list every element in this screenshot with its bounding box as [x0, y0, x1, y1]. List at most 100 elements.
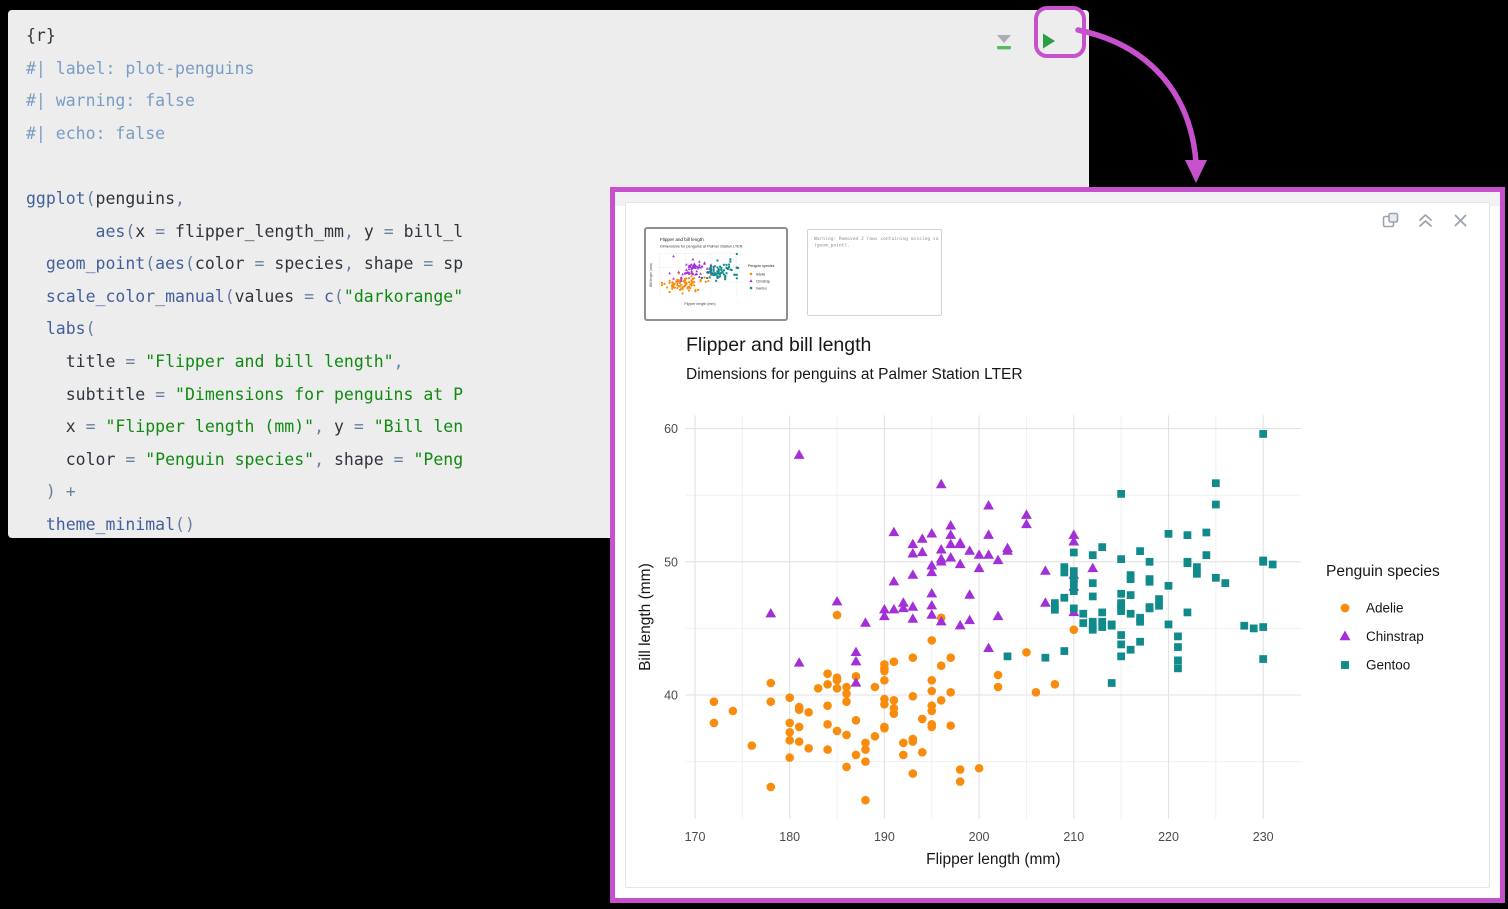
mini-data-point — [690, 279, 693, 282]
mini-data-point — [699, 280, 702, 283]
svg-text:50: 50 — [664, 555, 678, 569]
data-point-chinstrap — [1087, 562, 1099, 573]
mini-data-point — [660, 284, 663, 287]
data-point-adelie — [861, 738, 870, 748]
mini-data-point — [716, 259, 719, 262]
data-point-chinstrap — [860, 617, 871, 627]
data-point-gentoo — [1174, 643, 1182, 651]
data-point-gentoo — [1240, 621, 1249, 630]
code-line: theme_minimal() — [45, 514, 195, 534]
run-all-chunks-above-button[interactable] — [991, 28, 1017, 54]
data-point-chinstrap — [926, 587, 938, 598]
data-point-gentoo — [1060, 568, 1069, 577]
mini-data-point — [709, 265, 712, 268]
mini-data-point — [712, 266, 715, 270]
mini-legend-marker — [749, 286, 753, 290]
mini-data-point — [719, 273, 722, 276]
data-point-adelie — [946, 721, 955, 730]
mini-data-point — [695, 272, 699, 276]
code-line: x = "Flipper length (mm)", y = "Bill len — [26, 417, 464, 437]
data-point-gentoo — [1259, 623, 1268, 631]
data-point-gentoo — [1069, 587, 1078, 595]
data-point-chinstrap — [945, 538, 957, 549]
svg-text:Gentoo: Gentoo — [756, 286, 767, 290]
mini-data-point — [737, 267, 740, 270]
mini-data-point — [697, 263, 701, 266]
data-point-gentoo — [1069, 579, 1078, 587]
scatter-plot: 170 180 190 200 210 220 230 40 50 60 Flipper lengt… — [637, 415, 1440, 868]
pop-out-button[interactable] — [1381, 211, 1399, 229]
mini-data-point — [689, 287, 692, 290]
mini-data-point — [687, 267, 691, 271]
play-icon — [1043, 33, 1055, 49]
mini-data-point — [694, 264, 697, 267]
data-point-gentoo — [1211, 573, 1220, 582]
mini-data-point — [700, 276, 703, 279]
mini-data-point — [712, 270, 715, 273]
code-editor[interactable]: {r} #| label: plot-penguins #| warning: fa… — [26, 20, 463, 542]
close-icon — [1454, 214, 1466, 226]
mini-data-point — [717, 270, 720, 273]
mini-data-point — [722, 269, 725, 272]
data-point-gentoo — [1193, 569, 1201, 578]
mini-data-point — [720, 271, 723, 274]
mini-data-point — [712, 273, 715, 276]
mini-data-point — [717, 276, 720, 279]
data-point-chinstrap — [983, 500, 994, 510]
svg-text:(geom_point).: (geom_point). — [814, 243, 850, 249]
data-point-adelie — [728, 706, 738, 716]
data-point-adelie — [842, 730, 851, 740]
data-point-adelie — [785, 753, 794, 762]
data-point-gentoo — [1107, 679, 1116, 687]
data-point-adelie — [785, 735, 794, 745]
mini-data-point — [708, 270, 711, 273]
mini-data-point — [672, 254, 675, 258]
mini-data-point — [685, 283, 688, 286]
svg-text:230: 230 — [1253, 830, 1274, 844]
mini-data-point — [660, 281, 663, 284]
data-point-gentoo — [1117, 652, 1126, 661]
data-point-adelie — [832, 684, 842, 693]
mini-data-point — [735, 266, 738, 269]
data-point-adelie — [927, 686, 937, 696]
collapse-output-button[interactable] — [1416, 211, 1434, 229]
data-point-chinstrap — [897, 597, 909, 607]
code-line: geom_point(aes(color = species, shape = … — [45, 254, 464, 274]
mini-data-point — [672, 284, 675, 287]
data-point-adelie — [804, 708, 813, 717]
data-point-adelie — [785, 727, 794, 737]
mini-data-point — [729, 258, 732, 261]
data-point-gentoo — [1098, 608, 1107, 617]
plot-title: Flipper and bill length — [686, 334, 872, 356]
data-point-adelie — [889, 709, 899, 718]
data-point-gentoo — [1126, 609, 1135, 618]
mini-data-point — [668, 279, 671, 282]
data-point-chinstrap — [907, 601, 919, 611]
data-point-adelie — [946, 653, 955, 663]
output-thumbnail-plot-selected[interactable]: Flipper and bill length Dimensions for pe… — [644, 227, 788, 321]
data-point-gentoo — [1098, 543, 1107, 552]
close-output-button[interactable] — [1451, 211, 1469, 229]
data-point-chinstrap — [992, 554, 1004, 565]
data-point-gentoo — [1193, 563, 1201, 571]
mini-data-point — [676, 284, 679, 287]
data-point-chinstrap — [983, 549, 994, 559]
data-point-chinstrap — [850, 655, 862, 666]
data-point-adelie — [936, 661, 946, 670]
run-current-chunk-button[interactable] — [1035, 28, 1061, 54]
data-point-chinstrap — [983, 642, 994, 653]
mini-data-point — [676, 278, 679, 281]
output-thumbnail-warning[interactable]: Warning: Removed 2 rows containing missi… — [807, 229, 950, 316]
code-line: color = "Penguin species", shape = "Peng — [26, 449, 464, 469]
svg-text:180: 180 — [779, 830, 800, 844]
data-point-adelie — [851, 672, 861, 681]
mini-data-point — [735, 273, 738, 276]
data-point-gentoo — [1117, 599, 1126, 607]
data-point-gentoo — [1117, 631, 1126, 639]
mini-data-point — [706, 277, 709, 280]
data-point-adelie — [832, 673, 842, 682]
data-point-gentoo — [1211, 500, 1220, 509]
mini-data-point — [728, 266, 731, 269]
data-point-chinstrap — [954, 558, 966, 569]
data-point-adelie — [709, 697, 719, 706]
